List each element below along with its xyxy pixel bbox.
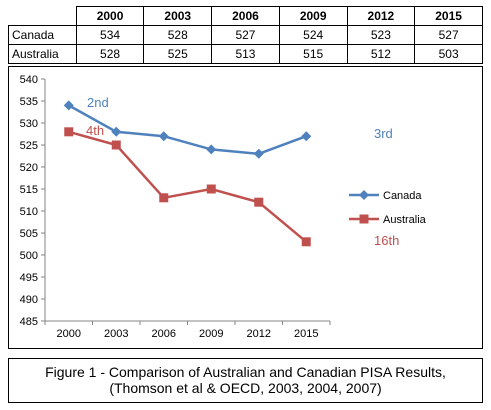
caption-line-2: (Thomson et al & OECD, 2003, 2004, 2007) [109,380,382,396]
table-cell: 515 [278,44,348,64]
caption-line-1: Figure 1 - Comparison of Australian and … [45,364,446,380]
data-point-australia [111,140,121,150]
data-point-australia [159,193,169,203]
table-header-cell: 2009 [278,6,348,26]
data-point-canada [158,131,169,142]
rank-annotation: 16th [374,233,399,248]
y-tick-label: 485 [20,316,38,328]
data-point-canada [253,148,264,159]
x-tick-label: 2000 [57,328,81,340]
y-tick-label: 515 [20,184,38,196]
table-cell: 512 [346,44,416,64]
x-tick-label: 2006 [152,328,176,340]
table-cell: 528 [75,44,145,64]
table-cell: 523 [346,25,416,45]
data-table: 2000 2003 2006 2009 2012 2015 Canada 534… [8,6,483,64]
series-line-australia [68,130,308,243]
data-point-australia [206,184,216,194]
legend-marker-canada [359,190,369,200]
data-point-canada [301,131,312,142]
table-cell: 527 [414,25,483,45]
table-cell: 527 [211,25,280,45]
line-chart: 485 490 495 500 505 510 515 520 525 530 535 540 2000… [20,74,427,340]
x-tick-label: 2015 [294,328,318,340]
y-tick-label: 520 [20,162,38,174]
table-cell: 534 [75,25,145,45]
x-tick-label: 2012 [247,328,271,340]
table-cell: 525 [143,44,213,64]
table-header-cell: 2000 [75,6,145,26]
legend-label-canada: Canada [383,190,422,202]
table-header-cell: 2012 [346,6,416,26]
table-header-cell: 2006 [211,6,280,26]
table-cell: 528 [143,25,213,45]
y-tick-label: 505 [20,228,38,240]
x-tick-label: 2009 [199,328,223,340]
y-tick-label: 525 [20,140,38,152]
table-cell: 513 [211,44,280,64]
rank-annotation: 4th [86,123,104,138]
series-line-canada [68,104,307,156]
y-tick-label: 490 [20,294,38,306]
y-tick-label: 530 [20,118,38,130]
y-tick-label: 495 [20,272,38,284]
data-point-australia [301,237,311,247]
y-tick-label: 535 [20,96,38,108]
data-point-australia [254,197,264,207]
data-point-canada [206,144,217,155]
table-cell: 524 [278,25,348,45]
y-tick-label: 540 [20,74,38,86]
table-header-cell: 2015 [414,6,483,26]
figure-caption: Figure 1 - Comparison of Australian and … [8,358,483,403]
data-point-canada [111,126,122,137]
y-tick-label: 500 [20,250,38,262]
table-cell: 503 [414,44,483,64]
legend-label-australia: Australia [383,214,427,226]
table-row: Australia 528 525 513 515 512 503 [8,44,483,64]
table-row: Canada 534 528 527 524 523 527 [8,25,483,45]
table-header-cell: 2003 [143,6,213,26]
table-row-label: Canada [8,25,77,45]
table-header-row: 2000 2003 2006 2009 2012 2015 [8,6,483,26]
table-row-label: Australia [8,44,77,64]
x-tick-label: 2003 [104,328,128,340]
table-corner-cell [8,6,77,26]
data-point-canada [63,100,74,111]
legend-marker-australia [359,214,369,224]
rank-annotation: 2nd [87,95,109,110]
rank-annotation: 3rd [374,126,393,141]
y-tick-label: 510 [20,206,38,218]
chart-frame: 485 490 495 500 505 510 515 520 525 530 535 540 2000… [8,66,483,349]
data-point-australia [64,127,74,137]
